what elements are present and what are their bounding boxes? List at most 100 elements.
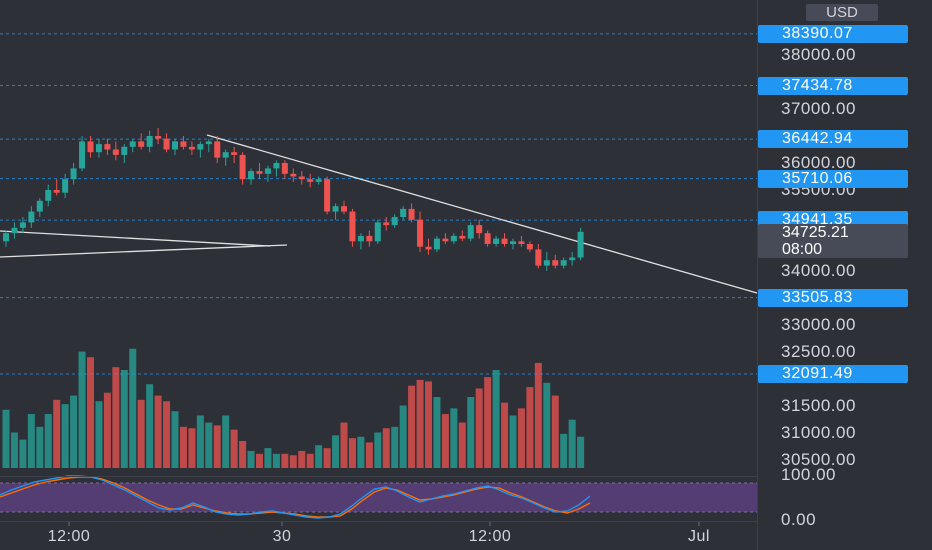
volume-bar bbox=[129, 348, 137, 468]
alert-price-tag[interactable]: 32091.49 bbox=[758, 365, 908, 384]
candle-body bbox=[366, 235, 373, 242]
time-label-3: 12:00 bbox=[468, 528, 512, 545]
price-axis-label: 34000.00 bbox=[781, 261, 856, 280]
candle-body bbox=[569, 257, 576, 261]
candle-body bbox=[433, 238, 440, 250]
volume-bar bbox=[340, 422, 348, 468]
volume-bar bbox=[146, 384, 154, 468]
volume-bar bbox=[568, 419, 576, 468]
candle-body bbox=[391, 217, 398, 226]
candle-body bbox=[155, 136, 162, 139]
candle-body bbox=[273, 163, 280, 169]
rsi-axis-bottom-label: 0.00 bbox=[781, 510, 817, 529]
volume-bar bbox=[408, 385, 416, 468]
volume-bar bbox=[306, 453, 314, 468]
candle-body bbox=[205, 141, 212, 145]
volume-bar bbox=[222, 415, 230, 468]
candle-body bbox=[577, 231, 584, 258]
volume-bar bbox=[391, 426, 399, 468]
candle-body bbox=[129, 141, 136, 147]
time-label-2: 30 bbox=[272, 528, 292, 545]
candle-body bbox=[222, 152, 229, 158]
volume-bar bbox=[534, 362, 542, 468]
volume-bar bbox=[230, 429, 238, 468]
price-axis-divider bbox=[757, 0, 758, 550]
volume-bar bbox=[213, 425, 221, 468]
time-label-4: Jul bbox=[688, 528, 710, 545]
candle-body bbox=[19, 222, 26, 228]
candle-body bbox=[400, 208, 407, 217]
candle-body bbox=[341, 206, 347, 212]
volume-bar bbox=[154, 395, 162, 468]
candle-body bbox=[450, 235, 457, 242]
volume-bar bbox=[399, 405, 407, 468]
volume-bar bbox=[44, 414, 52, 468]
candle-body bbox=[493, 238, 500, 244]
time-label-1: 12:00 bbox=[47, 528, 91, 545]
candle-body bbox=[510, 241, 516, 244]
candle-body bbox=[214, 141, 221, 158]
trendline-upper bbox=[0, 230, 271, 247]
rsi-pane-divider bbox=[0, 476, 757, 477]
candle-countdown: 08:00 bbox=[782, 241, 823, 258]
candle-body bbox=[138, 141, 145, 147]
candle-body bbox=[408, 208, 415, 220]
candle-body bbox=[417, 219, 424, 247]
volume-bar bbox=[441, 414, 449, 468]
price-axis-label: 31000.00 bbox=[781, 423, 856, 442]
volume-bar bbox=[484, 377, 492, 468]
volume-bar bbox=[543, 382, 551, 468]
volume-bar bbox=[205, 422, 213, 468]
volume-bar bbox=[475, 388, 483, 468]
candle-body bbox=[484, 233, 491, 244]
alert-price-tag[interactable]: 35710.06 bbox=[758, 169, 908, 188]
time-axis[interactable] bbox=[0, 521, 757, 550]
volume-bar bbox=[526, 387, 534, 468]
price-axis-label: 38000.00 bbox=[781, 45, 856, 64]
candle-body bbox=[425, 246, 432, 250]
price-axis-label: 36000.00 bbox=[781, 153, 856, 172]
trendline-descending bbox=[206, 134, 758, 294]
candle-body bbox=[239, 154, 246, 180]
candle-body bbox=[87, 141, 94, 153]
candle-body bbox=[172, 141, 178, 150]
candle-body bbox=[104, 144, 111, 150]
candle-body bbox=[188, 146, 195, 150]
volume-bar bbox=[450, 408, 458, 468]
candle-body bbox=[442, 238, 449, 242]
candle-body bbox=[62, 179, 69, 193]
candle-body bbox=[70, 168, 77, 180]
volume-bar bbox=[560, 433, 568, 468]
volume-bar bbox=[27, 414, 35, 468]
candle-body bbox=[95, 144, 102, 153]
price-axis-label: 30500.00 bbox=[781, 450, 856, 469]
volume-bar bbox=[517, 408, 525, 468]
candle-body bbox=[315, 179, 322, 182]
price-axis-label: 31500.00 bbox=[781, 396, 856, 415]
candle-body bbox=[53, 190, 60, 193]
volume-bar bbox=[78, 351, 86, 468]
candle-body bbox=[36, 200, 43, 212]
volume-bar bbox=[509, 415, 517, 468]
candle-body bbox=[3, 233, 9, 242]
currency-badge[interactable]: USD bbox=[806, 4, 878, 21]
alert-price-tag[interactable]: 36442.94 bbox=[758, 130, 908, 149]
volume-bar bbox=[458, 422, 466, 468]
alert-price-tag[interactable]: 38390.07 bbox=[758, 24, 908, 43]
candle-body bbox=[518, 241, 525, 244]
candle-body bbox=[476, 225, 483, 234]
volume-bar bbox=[433, 397, 441, 468]
volume-bar bbox=[374, 432, 382, 468]
volume-bar bbox=[272, 453, 280, 468]
candle-body bbox=[535, 249, 542, 266]
alert-price-tag[interactable]: 37434.78 bbox=[758, 76, 908, 95]
volume-bar bbox=[551, 395, 559, 468]
volume-bar bbox=[120, 370, 128, 468]
volume-bar bbox=[501, 402, 509, 468]
volume-bar bbox=[264, 448, 272, 468]
volume-bar bbox=[247, 450, 255, 468]
volume-bar bbox=[112, 367, 120, 468]
alert-price-tag[interactable]: 33505.83 bbox=[758, 288, 908, 307]
